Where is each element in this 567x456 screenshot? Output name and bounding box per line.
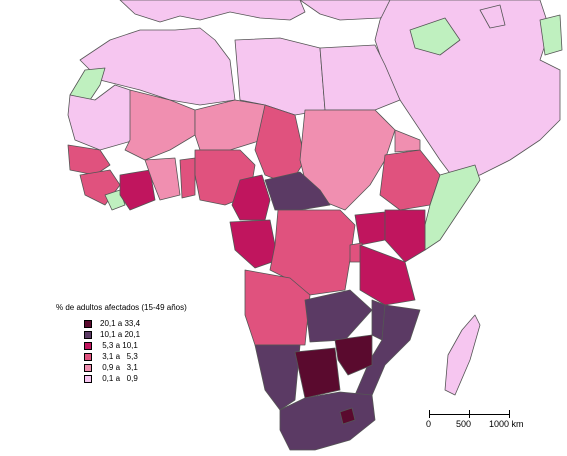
scale-label-1000: 1000 km bbox=[489, 419, 524, 429]
scale-label-500: 500 bbox=[456, 419, 472, 429]
namibia bbox=[254, 344, 301, 411]
legend-row: 0,1 a 0,9 bbox=[84, 373, 187, 384]
middle-east-nodata-a bbox=[409, 17, 461, 56]
central-african-republic bbox=[264, 171, 331, 211]
legend-label: 3,1 a 5,3 bbox=[100, 352, 138, 361]
lesotho bbox=[339, 407, 356, 425]
legend-row: 5,3 a 10,1 bbox=[84, 340, 187, 351]
legend-swatch bbox=[84, 352, 92, 361]
eritrea-djibouti bbox=[394, 129, 421, 153]
botswana bbox=[294, 347, 341, 399]
scale-tick bbox=[509, 410, 510, 418]
uganda bbox=[354, 211, 386, 246]
senegal-gambia bbox=[67, 144, 111, 176]
morocco-algeria bbox=[79, 27, 236, 106]
angola bbox=[244, 269, 311, 346]
scale-label-0: 0 bbox=[426, 419, 432, 429]
legend-title: % de adultos afectados (15-49 años) bbox=[56, 303, 187, 312]
legend-label: 10,1 a 20,1 bbox=[100, 330, 141, 339]
zambia bbox=[304, 289, 373, 343]
legend-label: 20,1 a 33,4 bbox=[100, 319, 141, 328]
scale-bar: 0 500 1000 km bbox=[423, 400, 533, 440]
legend-row: 0,9 a 3,1 bbox=[84, 362, 187, 373]
legend-swatch bbox=[84, 319, 92, 328]
map-legend: % de adultos afectados (15-49 años) 20,1… bbox=[56, 303, 187, 384]
legend-row: 3,1 a 5,3 bbox=[84, 351, 187, 362]
somalia bbox=[424, 164, 481, 251]
scale-tick bbox=[429, 410, 430, 418]
sudan bbox=[299, 109, 396, 211]
zimbabwe bbox=[334, 334, 373, 376]
niger bbox=[194, 99, 266, 151]
cote-divoire bbox=[119, 169, 156, 211]
legend-label: 0,1 a 0,9 bbox=[100, 374, 138, 383]
togo-benin bbox=[179, 157, 196, 199]
madagascar bbox=[444, 314, 481, 396]
dr-congo bbox=[269, 209, 356, 296]
mali bbox=[124, 89, 196, 161]
europe-region bbox=[119, 0, 306, 23]
legend-swatch bbox=[84, 363, 92, 372]
tanzania bbox=[359, 244, 416, 306]
legend-row: 10,1 a 20,1 bbox=[84, 329, 187, 340]
legend-swatch bbox=[84, 374, 92, 383]
legend-label: 5,3 a 10,1 bbox=[100, 341, 138, 350]
europe-east-region bbox=[299, 0, 401, 21]
legend-swatch bbox=[84, 330, 92, 339]
caspian-lake bbox=[479, 4, 506, 29]
south-africa bbox=[279, 391, 376, 451]
legend-label: 0,9 a 3,1 bbox=[100, 363, 138, 372]
gabon-congo bbox=[229, 219, 279, 269]
legend-row: 20,1 a 33,4 bbox=[84, 318, 187, 329]
middle-east-nodata-b bbox=[539, 14, 563, 56]
scale-tick bbox=[469, 410, 470, 418]
legend-swatch bbox=[84, 341, 92, 350]
burkina-ghana bbox=[144, 157, 181, 201]
kenya bbox=[384, 209, 426, 263]
